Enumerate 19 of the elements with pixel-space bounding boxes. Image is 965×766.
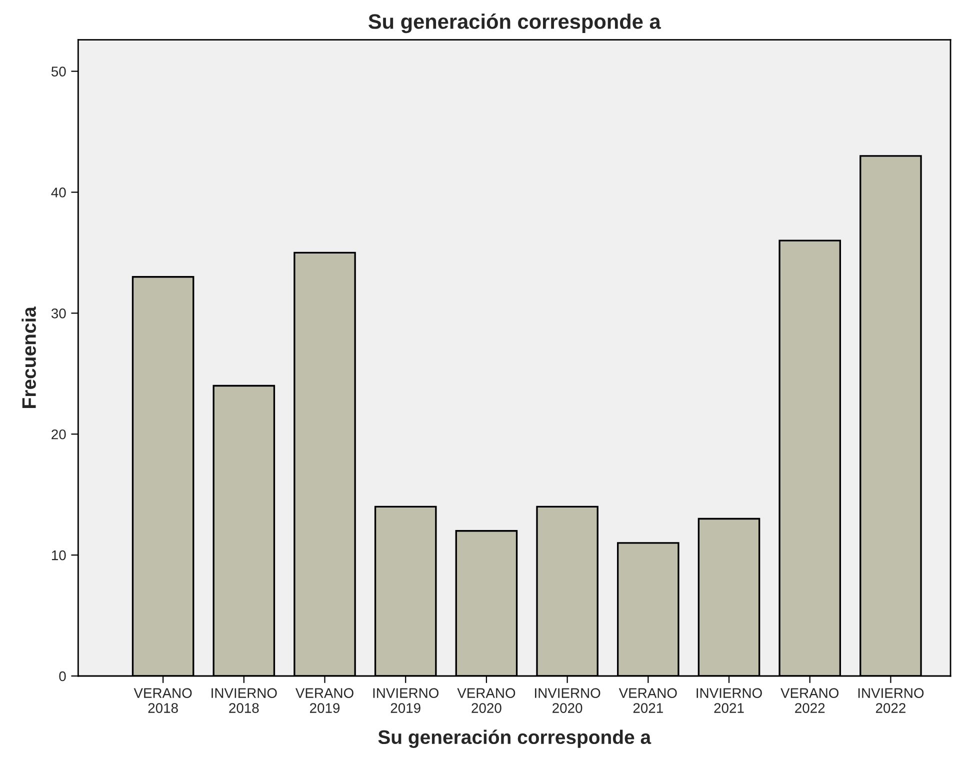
x-tick-label: VERANO 2018 (134, 688, 192, 713)
y-tick-label: 50 (51, 66, 66, 76)
x-tick-label: INVIERNO 2019 (373, 688, 439, 713)
chart-title: Su generación corresponde a (368, 13, 661, 34)
x-axis-title: Su generación corresponde a (378, 730, 652, 748)
x-tick-label: VERANO 2019 (295, 688, 354, 713)
y-tick-label: 20 (52, 429, 66, 440)
x-tick-label: INVIERNO 2020 (535, 688, 600, 713)
x-tick-label: INVIERNO 2021 (696, 688, 762, 713)
x-tick-label: VERANO 2022 (780, 688, 839, 713)
y-tick-label: 0 (59, 671, 66, 682)
x-tick-label: VERANO 2021 (618, 688, 677, 713)
y-tick-label: 30 (51, 308, 66, 318)
x-tick-label: VERANO 2020 (457, 688, 516, 713)
x-tick-label: INVIERNO 2022 (858, 688, 924, 713)
y-axis-title: Frecuencia (22, 306, 36, 408)
y-tick-label: 10 (52, 550, 66, 560)
y-tick-label: 40 (51, 188, 66, 198)
x-tick-label: INVIERNO 2018 (212, 688, 277, 713)
